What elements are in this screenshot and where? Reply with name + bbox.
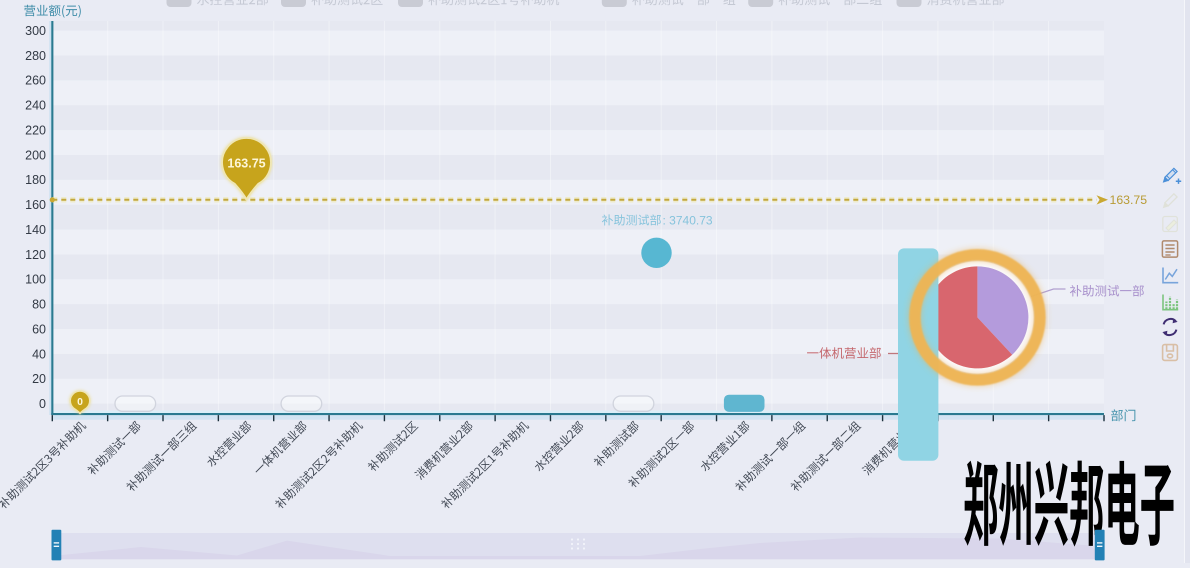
svg-text:60: 60	[32, 322, 46, 336]
svg-text:40: 40	[32, 347, 46, 361]
svg-text:180: 180	[25, 173, 46, 187]
svg-text:260: 260	[25, 74, 46, 88]
svg-text:163.75: 163.75	[227, 157, 265, 171]
svg-text:140: 140	[25, 223, 46, 237]
svg-text:0: 0	[39, 397, 46, 411]
svg-text:220: 220	[25, 123, 46, 137]
svg-text:20: 20	[32, 372, 46, 386]
svg-text:280: 280	[25, 49, 46, 63]
svg-text:120: 120	[25, 248, 46, 262]
svg-text:200: 200	[25, 148, 46, 162]
svg-text:0: 0	[77, 396, 83, 408]
svg-text:163.75: 163.75	[1110, 193, 1148, 207]
svg-text:100: 100	[25, 273, 46, 287]
svg-text:240: 240	[25, 99, 46, 113]
svg-text:300: 300	[25, 24, 46, 38]
svg-text:160: 160	[25, 198, 46, 212]
svg-text:80: 80	[32, 298, 46, 312]
svg-text:: 3740.73: : 3740.73	[663, 214, 713, 228]
